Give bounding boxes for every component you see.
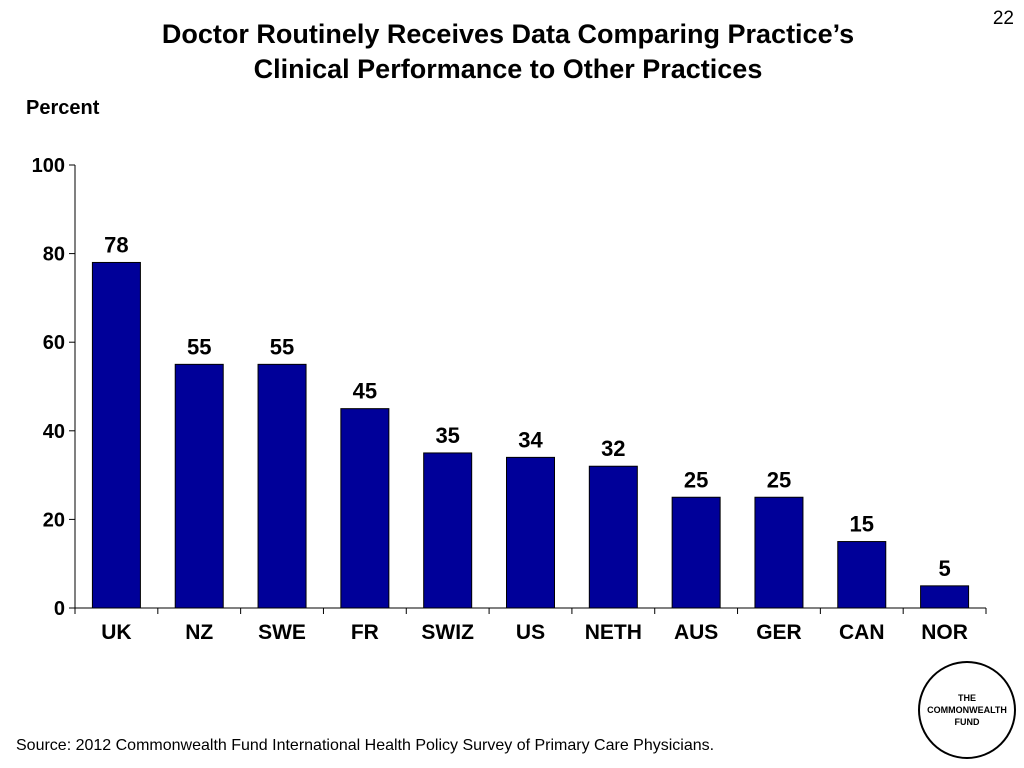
x-tick-label: FR xyxy=(351,621,379,644)
bar-value-label: 25 xyxy=(767,467,791,492)
x-tick-label: SWIZ xyxy=(421,621,474,644)
y-tick-label: 100 xyxy=(32,155,65,177)
bar xyxy=(340,408,390,609)
y-tick-label: 20 xyxy=(43,509,65,531)
y-axis-label: Percent xyxy=(26,97,100,119)
x-tick-label: CAN xyxy=(839,621,885,644)
logo-line-2: COMMONWEALTH xyxy=(927,705,1007,715)
bar xyxy=(257,363,307,609)
bar-value-label: 55 xyxy=(270,334,294,359)
chart-title-line-2: Clinical Performance to Other Practices xyxy=(253,54,763,84)
bar-value-label: 78 xyxy=(104,232,128,257)
y-tick-label: 80 xyxy=(43,244,65,266)
source-note: Source: 2012 Commonwealth Fund Internati… xyxy=(16,737,715,754)
commonwealth-fund-logo: THE COMMONWEALTH FUND xyxy=(918,661,1016,759)
y-tick-label: 0 xyxy=(54,598,65,620)
x-tick-label: NOR xyxy=(921,621,968,644)
y-tick-label: 60 xyxy=(43,332,65,354)
bar-value-label: 35 xyxy=(435,423,459,448)
bar-value-label: 45 xyxy=(353,379,377,404)
bar-value-label: 15 xyxy=(850,512,874,537)
x-tick-label: NZ xyxy=(185,621,213,644)
y-tick-label: 40 xyxy=(43,421,65,443)
slide-number: 22 xyxy=(992,8,1014,29)
bar xyxy=(506,456,555,609)
bar xyxy=(423,452,473,609)
bar-value-label: 55 xyxy=(187,334,211,359)
x-tick-label: SWE xyxy=(258,621,306,644)
x-tick-label: UK xyxy=(101,621,131,644)
bar-value-label: 34 xyxy=(518,427,543,452)
chart-title: Doctor Routinely Receives Data Comparing… xyxy=(0,17,1016,87)
bar-value-label: 25 xyxy=(684,467,708,492)
chart-title-line-1: Doctor Routinely Receives Data Comparing… xyxy=(161,19,855,49)
bar xyxy=(837,541,887,609)
logo-line-1: THE xyxy=(958,693,976,703)
bar xyxy=(671,496,721,609)
bar xyxy=(920,585,970,609)
x-tick-label: NETH xyxy=(585,621,642,644)
bar xyxy=(588,465,638,609)
logo-line-3: FUND xyxy=(954,717,980,727)
x-tick-label: AUS xyxy=(674,621,718,644)
bar-value-label: 32 xyxy=(601,436,625,461)
bar xyxy=(754,496,804,609)
bar xyxy=(174,363,224,609)
x-tick-label: US xyxy=(516,621,545,644)
bar xyxy=(91,261,141,609)
x-tick-label: GER xyxy=(756,621,802,644)
bar-value-label: 5 xyxy=(938,556,950,581)
